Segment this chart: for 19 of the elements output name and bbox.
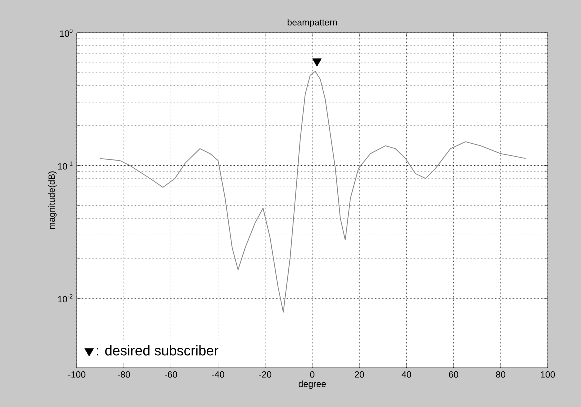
x-tick-label: -80 <box>118 372 130 378</box>
y-tick-label: 10$^{0}$ <box>60 28 73 38</box>
x-tick-label: -20 <box>259 372 272 378</box>
x-tick-label: 80 <box>496 372 506 378</box>
y-tick-label: 10$^{-2}$ <box>58 294 73 303</box>
legend-label: : desired subscriber <box>97 346 219 356</box>
chart-title: beampattern <box>288 19 338 28</box>
x-tick-label: 0 <box>310 372 315 378</box>
x-tick-label: 100 <box>541 372 556 378</box>
x-tick-label: -100 <box>68 372 86 378</box>
x-tick-label: -60 <box>165 372 178 378</box>
x-tick-label: 40 <box>402 372 412 378</box>
x-tick-label: 20 <box>355 372 364 378</box>
line-series <box>100 71 526 313</box>
y-axis-title: magnitude(dB) <box>48 172 57 230</box>
x-tick-label: -40 <box>212 372 224 378</box>
x-axis-title: degree <box>298 380 326 390</box>
x-tick-label: 60 <box>449 372 458 378</box>
y-tick-label: 10$^{-1}$ <box>58 162 73 170</box>
